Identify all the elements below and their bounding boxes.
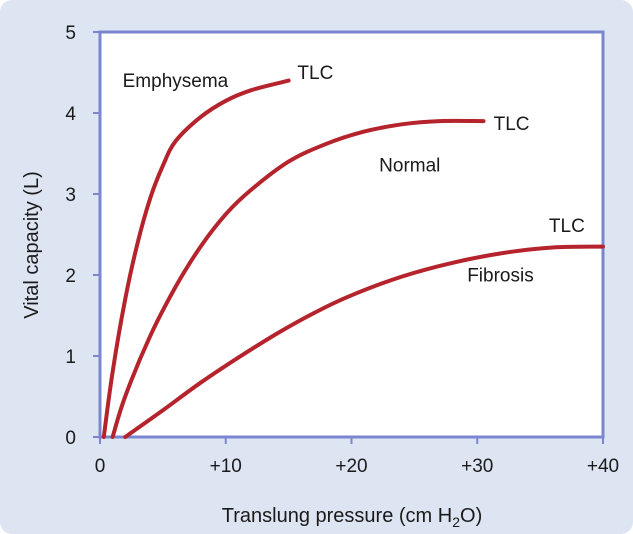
curve-labels: Emphysema TLC Normal TLC Fibrosis TLC bbox=[123, 63, 585, 287]
x-tick-label: +40 bbox=[587, 456, 619, 477]
y-tick-label: 3 bbox=[65, 185, 76, 206]
y-axis-title: Vital capacity (L) bbox=[21, 171, 43, 318]
y-tick-label: 2 bbox=[65, 266, 76, 287]
curves bbox=[101, 78, 605, 439]
fibrosis-tlc-label: TLC bbox=[549, 216, 585, 237]
x-tick-label: +30 bbox=[461, 456, 493, 477]
plot-area bbox=[98, 30, 605, 439]
y-tick-label: 4 bbox=[65, 104, 76, 125]
x-tick-label: 0 bbox=[95, 456, 106, 477]
fibrosis-label: Fibrosis bbox=[467, 265, 534, 286]
y-tick-label: 1 bbox=[65, 347, 76, 368]
x-tick-label: +20 bbox=[335, 456, 367, 477]
emphysema-tlc-label: TLC bbox=[297, 63, 333, 84]
normal-tlc-label: TLC bbox=[494, 114, 530, 135]
plot-frame bbox=[98, 30, 605, 439]
x-axis-ticks: 0 +10 +20 +30 +40 bbox=[95, 437, 619, 477]
y-tick-label: 0 bbox=[65, 428, 76, 449]
normal-curve bbox=[110, 118, 486, 439]
normal-label: Normal bbox=[379, 155, 440, 176]
emphysema-label: Emphysema bbox=[123, 71, 229, 92]
y-tick-label: 5 bbox=[65, 23, 76, 44]
y-axis-ticks: 0 1 2 3 4 5 bbox=[65, 23, 100, 449]
fibrosis-curve bbox=[123, 244, 605, 439]
x-tick-label: +10 bbox=[210, 456, 242, 477]
x-axis-title: Translung pressure (cm H2O) bbox=[222, 505, 482, 530]
emphysema-curve bbox=[101, 78, 291, 439]
